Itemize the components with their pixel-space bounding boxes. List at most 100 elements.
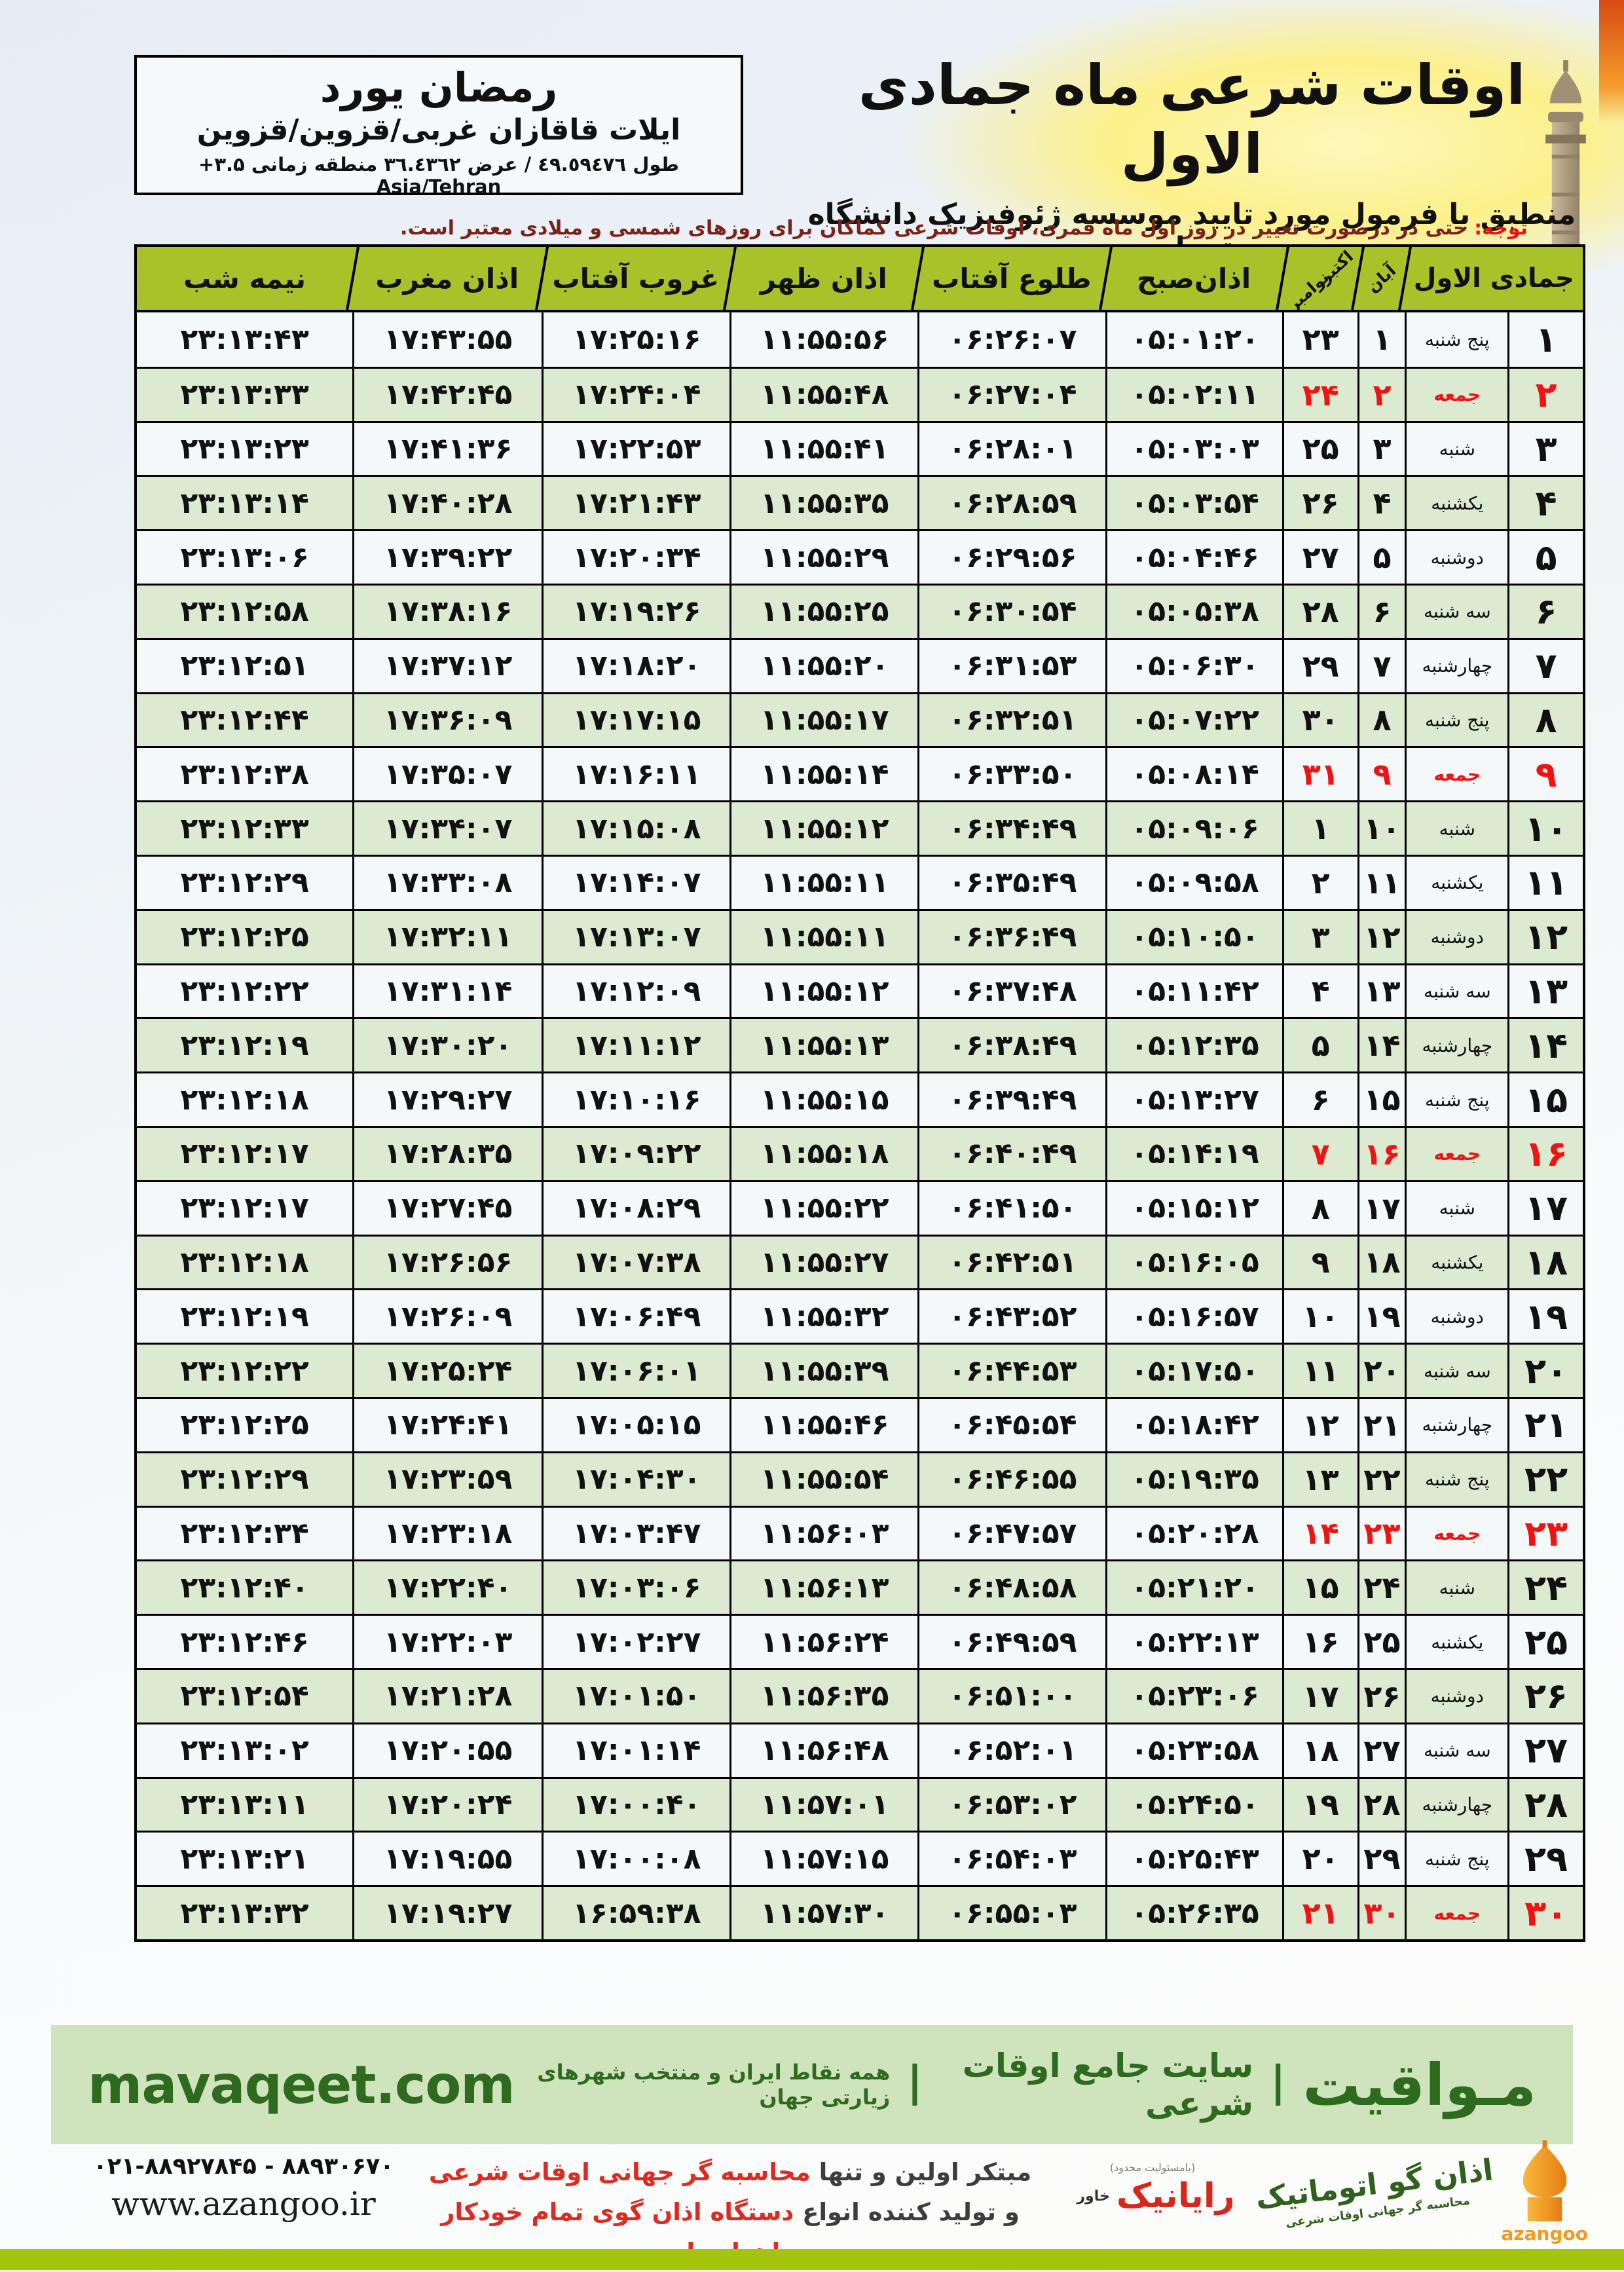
corner-ornament (1599, 0, 1624, 124)
notice-line: توجه: حتی در درصورت تغییر در روز اول ماه… (134, 217, 1585, 240)
cell-azan-maghreb: ۱۷:۳۸:۱۶ (352, 585, 542, 638)
cell-weekday: شنبه (1405, 1182, 1507, 1235)
cell-azan-sobh: ۰۵:۲۴:۵۰ (1105, 1778, 1282, 1831)
rayanik-legal-note: (بامسئولیت محدود) (1109, 2161, 1196, 2174)
table-row: ۸ پنج شنبه ۸ ۳۰ ۰۵:۰۷:۲۲ ۰۶:۳۲:۵۱ ۱۱:۵۵:… (137, 692, 1583, 747)
cell-gregorian-day: ۱۱ (1282, 1345, 1357, 1397)
cell-sunset: ۱۷:۲۴:۰۴ (542, 368, 729, 421)
table-body: ۱ پنج شنبه ۱ ۲۳ ۰۵:۰۱:۲۰ ۰۶:۲۶:۰۷ ۱۱:۵۵:… (137, 312, 1583, 1939)
cell-aban-day: ۲ (1357, 368, 1405, 421)
cell-sunset: ۱۷:۰۱:۵۰ (542, 1669, 729, 1723)
cell-hijri-day: ۱۶ (1507, 1127, 1583, 1180)
cell-azan-sobh: ۰۵:۱۸:۴۲ (1105, 1398, 1282, 1451)
cell-sunrise: ۰۶:۳۲:۵۱ (917, 694, 1105, 747)
cell-azan-maghreb: ۱۷:۲۴:۴۱ (352, 1398, 542, 1451)
mavaqeet-brand: مـواقیت (1302, 2051, 1536, 2119)
table-row: ۲۴ شنبه ۲۴ ۱۵ ۰۵:۲۱:۲۰ ۰۶:۴۸:۵۸ ۱۱:۵۶:۱۳… (137, 1559, 1583, 1614)
cell-midnight: ۲۳:۱۳:۴۳ (180, 322, 309, 356)
cell-aban-day: ۴ (1357, 477, 1405, 530)
cell-hijri-day: ۲۵ (1507, 1616, 1583, 1668)
table-row: ۳ شنبه ۳ ۲۵ ۰۵:۰۳:۰۳ ۰۶:۲۸:۰۱ ۱۱:۵۵:۴۱ ۱… (137, 420, 1583, 475)
mavaqeet-tagline: سایت جامع اوقات شرعی (962, 2047, 1254, 2123)
cell-azan-sobh: ۰۵:۲۵:۴۳ (1105, 1833, 1282, 1886)
cell-aban-day: ۸ (1357, 694, 1405, 747)
cell-gregorian-day: ۱۴ (1282, 1507, 1357, 1560)
cell-sunrise: ۰۶:۴۴:۵۳ (917, 1345, 1105, 1397)
cell-sunrise: ۰۶:۲۷:۰۴ (917, 368, 1105, 421)
cell-azan-zohr: ۱۱:۵۶:۴۸ (729, 1724, 917, 1777)
cell-weekday: سه شنبه (1405, 1724, 1507, 1777)
cell-hijri-day: ۲۴ (1507, 1561, 1583, 1614)
cell-midnight: ۲۳:۱۳:۳۲ (180, 1896, 309, 1930)
cell-azan-zohr: ۱۱:۵۵:۱۱ (729, 856, 917, 909)
table-row: ۱۷ شنبه ۱۷ ۸ ۰۵:۱۵:۱۲ ۰۶:۴۱:۵۰ ۱۱:۵۵:۲۲ … (137, 1180, 1583, 1235)
dome-icon (1522, 2140, 1566, 2222)
azangoo-latin-wordmark: azangoo (1501, 2223, 1588, 2244)
cell-weekday: جمعه (1405, 368, 1507, 421)
cell-weekday: شنبه (1405, 802, 1507, 855)
cell-weekday: پنج شنبه (1405, 1073, 1507, 1126)
cell-gregorian-day: ۳۱ (1282, 748, 1357, 801)
table-row: ۱۵ پنج شنبه ۱۵ ۶ ۰۵:۱۳:۲۷ ۰۶:۳۹:۴۹ ۱۱:۵۵… (137, 1071, 1583, 1126)
cell-azan-zohr: ۱۱:۵۵:۵۴ (729, 1453, 917, 1506)
header-gregorian-month: اکتبر نوامبر (1282, 247, 1357, 310)
cell-sunset: ۱۶:۵۹:۳۸ (542, 1887, 729, 1939)
cell-sunrise: ۰۶:۴۵:۵۴ (917, 1398, 1105, 1451)
cell-midnight: ۲۳:۱۲:۵۸ (180, 595, 309, 629)
cell-azan-zohr: ۱۱:۵۵:۱۲ (729, 802, 917, 855)
cell-midnight: ۲۳:۱۲:۵۱ (180, 649, 309, 683)
cell-azan-maghreb: ۱۷:۲۹:۲۷ (352, 1073, 542, 1126)
cell-gregorian-day: ۱۷ (1282, 1669, 1357, 1723)
cell-azan-zohr: ۱۱:۵۵:۴۸ (729, 368, 917, 421)
table-row: ۱۲ دوشنبه ۱۲ ۳ ۰۵:۱۰:۵۰ ۰۶:۳۶:۴۹ ۱۱:۵۵:۱… (137, 908, 1583, 963)
header-sunrise: طلوع آفتاب (932, 262, 1092, 295)
table-row: ۱۸ یکشنبه ۱۸ ۹ ۰۵:۱۶:۰۵ ۰۶:۴۲:۵۱ ۱۱:۵۵:۲… (137, 1234, 1583, 1289)
header-sunset: غروب آفتاب (552, 262, 720, 295)
cell-midnight: ۲۳:۱۲:۲۲ (180, 974, 309, 1008)
cell-aban-day: ۲۳ (1357, 1507, 1405, 1560)
cell-gregorian-day: ۷ (1282, 1127, 1357, 1180)
table-row: ۱۱ یکشنبه ۱۱ ۲ ۰۵:۰۹:۵۸ ۰۶:۳۵:۴۹ ۱۱:۵۵:۱… (137, 854, 1583, 909)
table-row: ۲۳ جمعه ۲۳ ۱۴ ۰۵:۲۰:۲۸ ۰۶:۴۷:۵۷ ۱۱:۵۶:۰۳… (137, 1505, 1583, 1560)
cell-azan-zohr: ۱۱:۵۶:۰۳ (729, 1507, 917, 1560)
cell-midnight: ۲۳:۱۳:۱۱ (180, 1787, 309, 1821)
cell-weekday: پنج شنبه (1405, 1453, 1507, 1506)
cell-midnight: ۲۳:۱۲:۴۰ (180, 1571, 309, 1605)
cell-aban-day: ۱۶ (1357, 1127, 1405, 1180)
cell-azan-maghreb: ۱۷:۳۵:۰۷ (352, 748, 542, 801)
cell-sunset: ۱۷:۰۰:۴۰ (542, 1778, 729, 1831)
cell-azan-zohr: ۱۱:۵۵:۱۱ (729, 910, 917, 963)
cell-gregorian-day: ۴ (1282, 965, 1357, 1018)
cell-gregorian-day: ۱۲ (1282, 1398, 1357, 1451)
cell-azan-maghreb: ۱۷:۲۶:۰۹ (352, 1290, 542, 1343)
cell-gregorian-day: ۱ (1282, 802, 1357, 855)
cell-azan-sobh: ۰۵:۰۶:۳۰ (1105, 639, 1282, 692)
cell-midnight: ۲۳:۱۲:۱۸ (180, 1245, 309, 1279)
cell-hijri-day: ۲ (1507, 368, 1583, 421)
cell-aban-day: ۲۹ (1357, 1833, 1405, 1886)
cell-sunset: ۱۷:۱۱:۱۲ (542, 1019, 729, 1072)
cell-aban-day: ۱۴ (1357, 1019, 1405, 1072)
rayanik-sub-wordmark: خاور (1077, 2188, 1110, 2205)
cell-midnight: ۲۳:۱۳:۲۳ (180, 432, 309, 466)
table-row: ۹ جمعه ۹ ۳۱ ۰۵:۰۸:۱۴ ۰۶:۳۳:۵۰ ۱۱:۵۵:۱۴ ۱… (137, 746, 1583, 801)
cell-azan-sobh: ۰۵:۰۵:۳۸ (1105, 585, 1282, 638)
cell-midnight: ۲۳:۱۲:۲۲ (180, 1354, 309, 1388)
cell-midnight: ۲۳:۱۳:۳۳ (180, 378, 309, 412)
cell-sunset: ۱۷:۱۷:۱۵ (542, 694, 729, 747)
cell-sunrise: ۰۶:۵۳:۰۲ (917, 1778, 1105, 1831)
notice-text: حتی در درصورت تغییر در روز اول ماه قمری،… (400, 217, 1475, 240)
table-row: ۲۸ چهارشنبه ۲۸ ۱۹ ۰۵:۲۴:۵۰ ۰۶:۵۳:۰۲ ۱۱:۵… (137, 1776, 1583, 1831)
cell-sunset: ۱۷:۰۵:۱۵ (542, 1398, 729, 1451)
coords-farsi: طول ٤٩.٥٩٤٧٦ / عرض ٣٦.٤٣٦٢ منطقه زمانی (251, 153, 679, 176)
promo-line2-dark: و تولید کننده انواع (802, 2198, 1020, 2227)
table-row: ۱۳ سه شنبه ۱۳ ۴ ۰۵:۱۱:۴۲ ۰۶:۳۷:۴۸ ۱۱:۵۵:… (137, 963, 1583, 1018)
page-title: اوقات شرعی ماه جمادی الاول (858, 53, 1526, 186)
cell-sunrise: ۰۶:۲۸:۵۹ (917, 477, 1105, 530)
table-header-row: جمادی الاول آبان اکتبر نوامبر اذان‌صبح ط… (137, 247, 1583, 312)
cell-weekday: چهارشنبه (1405, 1778, 1507, 1831)
cell-azan-zohr: ۱۱:۵۵:۱۴ (729, 748, 917, 801)
cell-hijri-day: ۲۸ (1507, 1778, 1583, 1831)
table-row: ۲۶ دوشنبه ۲۶ ۱۷ ۰۵:۲۳:۰۶ ۰۶:۵۱:۰۰ ۱۱:۵۶:… (137, 1667, 1583, 1723)
cell-midnight: ۲۳:۱۲:۱۹ (180, 1299, 309, 1333)
